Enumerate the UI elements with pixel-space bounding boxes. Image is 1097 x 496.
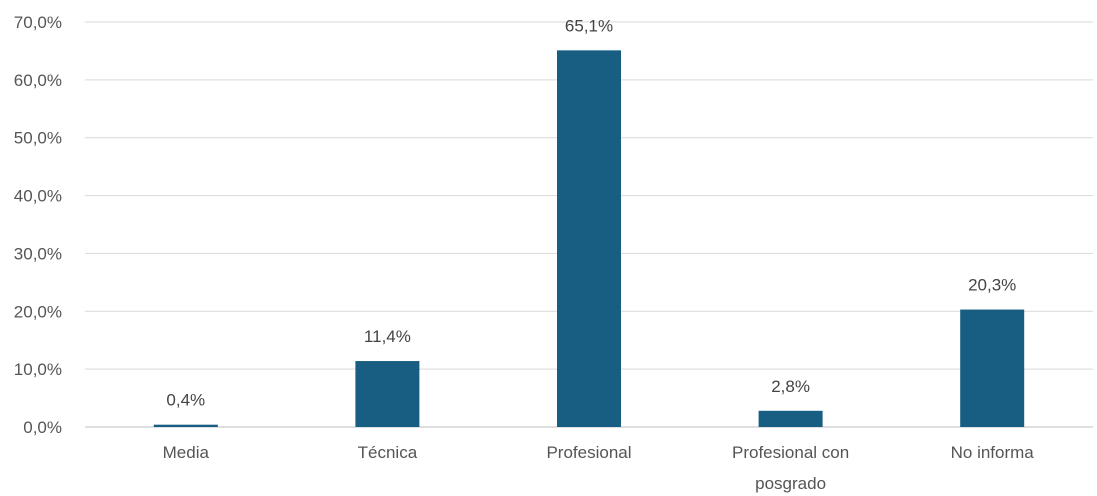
category-label-line: Media — [163, 443, 210, 462]
bar — [355, 361, 420, 427]
category-label-line: Profesional con — [732, 443, 849, 462]
category-label: Técnica — [358, 443, 418, 462]
category-label-line: posgrado — [755, 474, 826, 493]
category-label-line: Técnica — [358, 443, 418, 462]
bar — [960, 309, 1025, 427]
y-tick-label: 40,0% — [14, 187, 62, 206]
bar — [557, 50, 621, 427]
category-label: Profesional — [546, 443, 631, 462]
y-axis-tick-labels: 0,0% 10,0% 20,0% 30,0% 40,0% 50,0% 60,0% 70,0% — [14, 13, 62, 437]
bar — [153, 424, 218, 427]
y-tick-label: 30,0% — [14, 244, 62, 263]
y-tick-label: 0,0% — [23, 418, 62, 437]
category-label: Media — [163, 443, 210, 462]
data-labels: 0,4% 11,4% 65,1% 2,8% 20,3% — [166, 16, 1016, 409]
bar — [758, 410, 823, 427]
y-tick-label: 70,0% — [14, 13, 62, 32]
category-label: No informa — [951, 443, 1035, 462]
y-tick-label: 10,0% — [14, 360, 62, 379]
y-tick-label: 20,0% — [14, 302, 62, 321]
category-label-line: Profesional — [546, 443, 631, 462]
data-label: 0,4% — [166, 391, 205, 410]
category-label-line: No informa — [951, 443, 1035, 462]
data-label: 2,8% — [771, 377, 810, 396]
y-tick-label: 60,0% — [14, 71, 62, 90]
bars — [153, 50, 1025, 427]
y-tick-label: 50,0% — [14, 129, 62, 148]
x-axis-category-labels: Media Técnica Profesional Profesional con po… — [163, 443, 1035, 493]
category-label: Profesional con posgrado — [732, 443, 849, 493]
data-label: 11,4% — [364, 327, 411, 346]
data-label: 20,3% — [968, 276, 1016, 295]
data-label: 65,1% — [565, 16, 613, 35]
